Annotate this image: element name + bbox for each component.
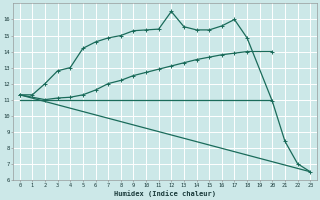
- X-axis label: Humidex (Indice chaleur): Humidex (Indice chaleur): [114, 190, 216, 197]
